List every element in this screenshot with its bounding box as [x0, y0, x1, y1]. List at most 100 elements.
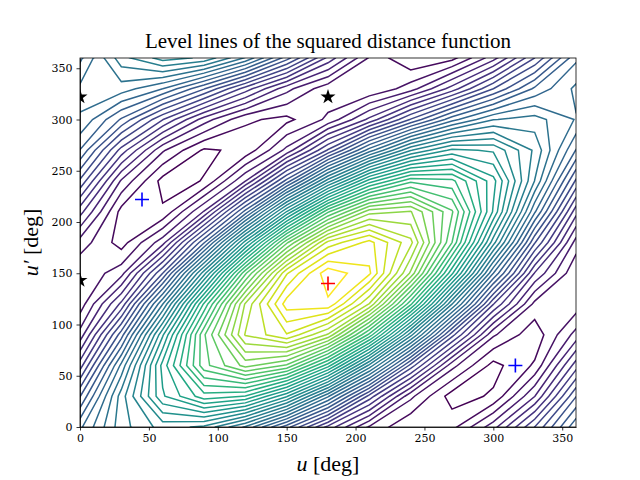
chart: 0 50 100 150 200 250 300 350 0 50 100 150 200 250 300 3…: [0, 0, 640, 480]
tick: 0: [77, 427, 84, 445]
contour-line: [260, 230, 402, 339]
contour-line: [141, 145, 515, 422]
tick: 100: [208, 427, 229, 445]
tick-mark: [77, 171, 81, 172]
tick-mark: [218, 427, 219, 431]
tick: 200: [52, 216, 81, 229]
contour-line: [80, 58, 576, 427]
contour-line: [115, 58, 542, 427]
markers: [80, 89, 522, 372]
contour-line: [80, 58, 576, 427]
star-marker: [320, 89, 335, 103]
y-axis: 0 50 100 150 200 250 300 350: [52, 59, 81, 435]
contour-line: [104, 58, 550, 427]
plot-area: [80, 58, 576, 427]
contour-line: [218, 202, 435, 367]
tick-label: 300: [483, 432, 504, 445]
plus-marker: [135, 192, 149, 206]
contour-line: [180, 174, 475, 393]
tick-mark: [77, 376, 81, 377]
contour-line: [80, 58, 576, 427]
contour-line: [200, 187, 459, 379]
tick: 200: [346, 427, 367, 445]
tick-label: 150: [277, 432, 298, 445]
contour-line: [283, 261, 371, 310]
tick: 150: [52, 267, 81, 280]
contour-line: [173, 169, 481, 399]
tick-label: 0: [77, 432, 84, 445]
contour-line: [80, 58, 576, 427]
title: Level lines of the squared distance func…: [145, 29, 512, 53]
tick: 350: [552, 427, 573, 445]
y-axis-label: u′ [deg]: [18, 209, 43, 277]
tick-mark: [77, 325, 81, 326]
tick: 300: [52, 114, 81, 127]
contour-line: [148, 149, 508, 417]
contour-line: [205, 192, 453, 375]
tick-label: 250: [414, 432, 435, 445]
tick-mark: [77, 120, 81, 121]
contour-line: [80, 58, 576, 427]
tick-label: 150: [52, 267, 73, 280]
tick-label: 350: [52, 62, 73, 75]
tick-mark: [77, 427, 81, 428]
contour-line: [133, 58, 522, 427]
contour-line: [187, 178, 470, 387]
contour-line: [156, 154, 503, 412]
contour-line: [267, 235, 387, 334]
plus-marker: [508, 359, 522, 373]
contour-line: [80, 58, 576, 427]
contour-line: [80, 58, 576, 427]
contour-line: [212, 197, 443, 371]
tick-mark: [562, 427, 563, 431]
contour-line: [80, 58, 576, 427]
contour-line: [232, 211, 424, 352]
contour-line: [80, 58, 576, 427]
tick: 250: [52, 165, 81, 178]
contour-line: [238, 219, 418, 347]
tick: 300: [483, 427, 504, 445]
contour-line: [125, 58, 532, 427]
tick-label: 200: [346, 432, 367, 445]
x-axis: 0 50 100 150 200 250 300 350: [77, 427, 577, 445]
background: [0, 0, 640, 480]
contour-line: [80, 58, 576, 427]
x-axis-label: u [deg]: [297, 451, 360, 476]
contour-line: [320, 268, 347, 297]
tick-label: 100: [208, 432, 229, 445]
tick: 50: [59, 370, 81, 383]
tick: 150: [277, 427, 298, 445]
plot-frame: [80, 58, 576, 427]
tick-mark: [77, 222, 81, 223]
contour-line: [80, 58, 576, 427]
contour-line: [245, 225, 413, 343]
tick: 250: [414, 427, 435, 445]
tick-mark: [356, 427, 357, 431]
tick-label: 300: [52, 114, 73, 127]
contour-line: [167, 164, 487, 403]
tick: 0: [66, 421, 81, 434]
tick: 100: [52, 319, 81, 332]
tick-mark: [77, 273, 81, 274]
star-marker: [80, 273, 88, 287]
tick-mark: [493, 427, 494, 431]
tick-label: 100: [52, 319, 73, 332]
contour-line: [80, 58, 576, 427]
tick: 50: [142, 427, 156, 445]
tick-mark: [287, 427, 288, 431]
contour-line: [80, 58, 576, 427]
tick-mark: [80, 427, 81, 431]
contour-line: [161, 159, 496, 408]
tick-mark: [77, 68, 81, 69]
contour-line: [193, 182, 464, 383]
tick-label: 50: [142, 432, 156, 445]
tick-label: 0: [66, 421, 73, 434]
tick-mark: [424, 427, 425, 431]
star-marker: [80, 89, 88, 103]
contour-line: [80, 58, 576, 427]
tick-label: 350: [552, 432, 573, 445]
plus-marker: [321, 277, 335, 291]
tick: 350: [52, 62, 81, 75]
contour-line: [275, 241, 377, 322]
tick-label: 250: [52, 165, 73, 178]
